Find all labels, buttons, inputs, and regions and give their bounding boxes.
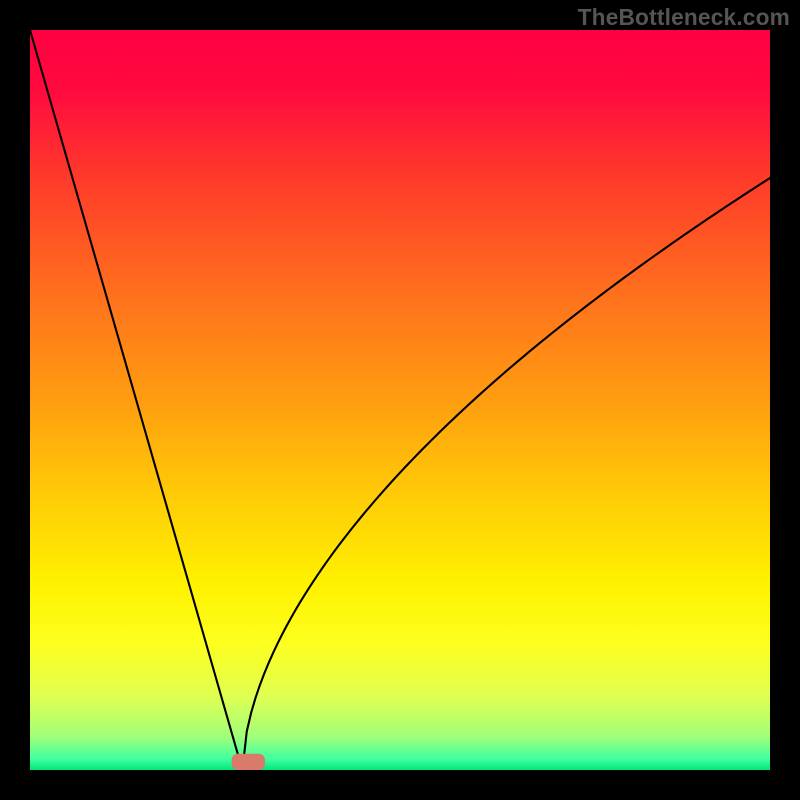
curve-layer [30,30,770,770]
watermark-text: TheBottleneck.com [578,4,790,31]
plot-area [30,30,770,770]
bottleneck-curve [30,30,770,770]
min-marker [232,754,265,770]
chart-container: TheBottleneck.com [0,0,800,800]
